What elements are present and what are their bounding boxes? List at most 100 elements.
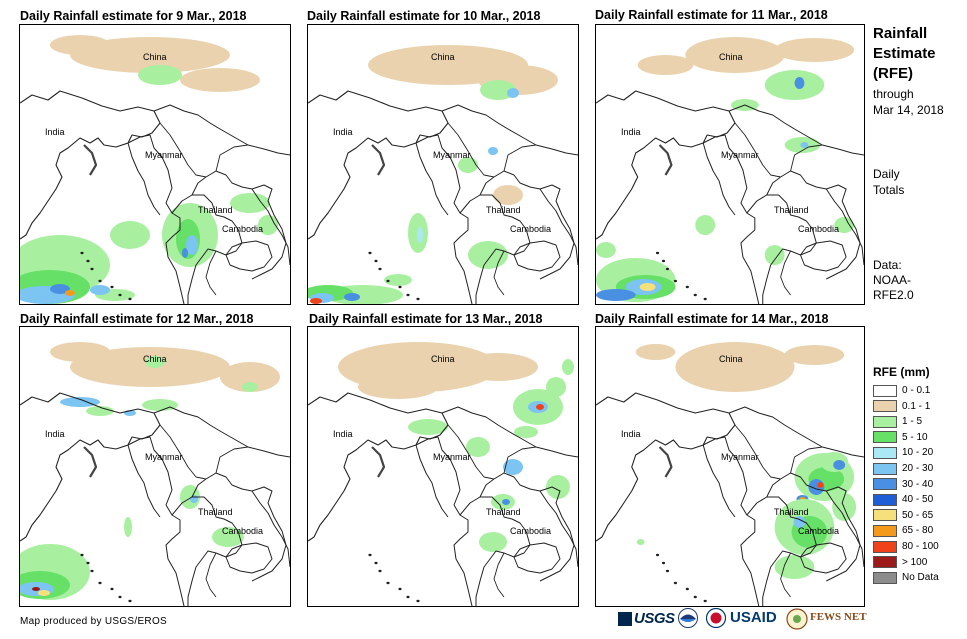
country-label-cambodia: Cambodia — [222, 224, 264, 234]
legend-label: 20 - 30 — [902, 463, 934, 474]
country-label-thailand: Thailand — [198, 507, 233, 517]
country-label-china: China — [431, 354, 455, 364]
map-credit: Map produced by USGS/EROS — [20, 616, 168, 627]
country-label-thailand: Thailand — [198, 205, 233, 215]
legend-swatch — [873, 384, 897, 397]
legend-swatch — [873, 540, 897, 553]
rainfall-map-svg — [20, 35, 290, 304]
legend-swatch — [873, 400, 897, 413]
country-label-cambodia: Cambodia — [798, 224, 840, 234]
country-label-myanmar: Myanmar — [433, 150, 471, 160]
country-label-china: China — [431, 52, 455, 62]
usgs-logo-text: USGS — [634, 610, 675, 627]
panel-title-2: Daily Rainfall estimate for 10 Mar., 201… — [307, 9, 541, 23]
legend-label: 1 - 5 — [902, 416, 923, 428]
legend-item: 1 - 5 — [873, 415, 922, 428]
country-label-myanmar: Myanmar — [721, 150, 759, 160]
legend-item: 50 - 65 — [873, 509, 933, 522]
usgs-logo: USGS — [618, 610, 675, 627]
country-label-india: India — [621, 127, 641, 137]
through-label: through — [873, 87, 914, 101]
usaid-seal — [705, 607, 727, 633]
rainfall-map-svg — [20, 342, 290, 606]
country-label-myanmar: Myanmar — [721, 452, 759, 462]
legend-label: No Data — [902, 572, 939, 584]
rainfall-map-panel-4: China India Myanmar Thailand Cambodia — [19, 326, 291, 607]
legend-swatch — [873, 415, 897, 428]
country-label-cambodia: Cambodia — [222, 526, 264, 536]
country-label-india: India — [45, 127, 65, 137]
data-label: Data: — [873, 258, 902, 272]
legend-label: 80 - 100 — [902, 541, 939, 552]
legend-item: 20 - 30 — [873, 462, 933, 475]
legend-swatch — [873, 556, 897, 569]
legend-swatch — [873, 462, 897, 475]
totals-label: Totals — [873, 183, 905, 197]
rainfall-map-panel-6: China India Myanmar Thailand Cambodia — [595, 326, 865, 607]
legend-label: 0.1 - 1 — [902, 400, 931, 412]
panel-title-5: Daily Rainfall estimate for 13 Mar., 201… — [309, 312, 543, 326]
rainfall-map-svg — [596, 342, 864, 606]
panel-title-4: Daily Rainfall estimate for 12 Mar., 201… — [20, 312, 254, 326]
legend-item: > 100 — [873, 556, 927, 569]
country-label-india: India — [333, 429, 353, 439]
rainfall-map-svg — [596, 37, 864, 304]
country-label-cambodia: Cambodia — [798, 526, 840, 536]
country-label-thailand: Thailand — [486, 507, 521, 517]
legend-swatch — [873, 478, 897, 491]
rfe-title-line3: (RFE) — [873, 65, 913, 82]
country-label-thailand: Thailand — [486, 205, 521, 215]
fewsnet-logo-text: FEWS NET — [810, 611, 867, 623]
country-label-thailand: Thailand — [774, 205, 809, 215]
rainfall-map-panel-3: China India Myanmar Thailand Cambodia — [595, 24, 865, 305]
legend-label: 65 - 80 — [902, 525, 934, 537]
legend-item: 5 - 10 — [873, 431, 928, 444]
legend-swatch — [873, 431, 897, 444]
legend-item: 80 - 100 — [873, 540, 939, 553]
country-label-thailand: Thailand — [774, 507, 809, 517]
legend-swatch — [873, 571, 897, 584]
fewsnet-logo — [786, 608, 808, 635]
rainfall-map-panel-2: China India Myanmar Thailand Cambodia — [307, 24, 579, 305]
panel-title-1: Daily Rainfall estimate for 9 Mar., 2018 — [20, 9, 247, 23]
panel-title-3: Daily Rainfall estimate for 11 Mar., 201… — [595, 8, 828, 22]
country-label-china: China — [143, 52, 167, 62]
country-label-china: China — [719, 52, 743, 62]
panel-title-6: Daily Rainfall estimate for 14 Mar., 201… — [595, 312, 829, 326]
legend-item: No Data — [873, 571, 939, 584]
legend-label: 5 - 10 — [902, 431, 928, 443]
rainfall-map-panel-1: China India Myanmar Thailand Cambodia — [19, 24, 291, 305]
legend-label: 30 - 40 — [902, 478, 934, 490]
legend-item: 65 - 80 — [873, 524, 933, 537]
through-date: Mar 14, 2018 — [873, 103, 944, 117]
legend-swatch — [873, 524, 897, 537]
data-source-line2: RFE2.0 — [873, 288, 914, 302]
legend-label: 40 - 50 — [902, 494, 934, 506]
country-label-cambodia: Cambodia — [510, 224, 552, 234]
legend-label: 50 - 65 — [902, 509, 934, 521]
daily-label: Daily — [873, 167, 900, 181]
country-label-india: India — [45, 429, 65, 439]
country-label-china: China — [719, 354, 743, 364]
legend-label: 10 - 20 — [902, 447, 934, 459]
country-label-myanmar: Myanmar — [433, 452, 471, 462]
country-label-myanmar: Myanmar — [145, 452, 183, 462]
legend-swatch — [873, 493, 897, 506]
usaid-logo: USAID — [730, 609, 777, 626]
legend-swatch — [873, 446, 897, 459]
legend-item: 10 - 20 — [873, 446, 933, 459]
country-label-india: India — [333, 127, 353, 137]
country-label-myanmar: Myanmar — [145, 150, 183, 160]
country-label-india: India — [621, 429, 641, 439]
rfe-title-line1: Rainfall — [873, 25, 928, 42]
legend-item: 40 - 50 — [873, 493, 933, 506]
legend-item: 30 - 40 — [873, 478, 933, 491]
data-source-line1: NOAA- — [873, 273, 912, 287]
legend-title: RFE (mm) — [873, 365, 930, 379]
legend-label: 0 - 0.1 — [902, 385, 931, 396]
rainfall-map-svg — [308, 45, 578, 304]
noaa-logo — [678, 608, 698, 633]
country-label-china: China — [143, 354, 167, 364]
rainfall-map-svg — [308, 342, 578, 606]
legend-item: 0.1 - 1 — [873, 400, 930, 413]
